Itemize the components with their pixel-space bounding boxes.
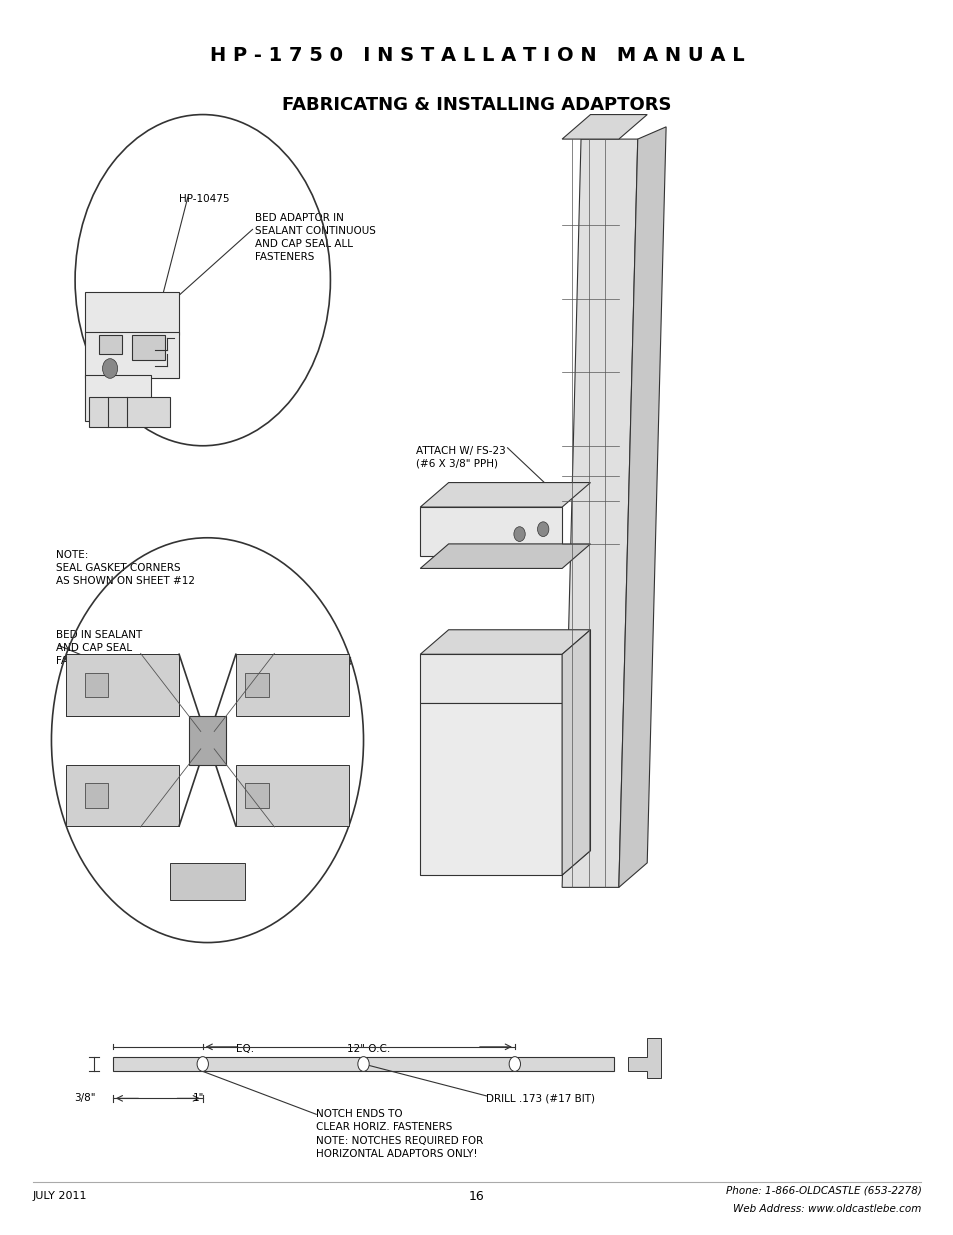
Bar xyxy=(85,374,151,421)
Circle shape xyxy=(197,1057,208,1072)
Text: DRILL .173 (#17 BIT): DRILL .173 (#17 BIT) xyxy=(486,1093,595,1103)
Polygon shape xyxy=(420,543,590,568)
Polygon shape xyxy=(618,127,665,888)
Text: 12" O.C.: 12" O.C. xyxy=(346,1045,390,1055)
Circle shape xyxy=(537,522,548,536)
Bar xyxy=(132,336,165,359)
Bar xyxy=(90,396,170,427)
Circle shape xyxy=(357,1057,369,1072)
Text: BED ADAPTOR IN
SEALANT CONTINUOUS
AND CAP SEAL ALL
FASTENERS: BED ADAPTOR IN SEALANT CONTINUOUS AND CA… xyxy=(254,212,375,262)
Polygon shape xyxy=(420,508,561,556)
Text: BED IN SEALANT
AND CAP SEAL
FASTENERS: BED IN SEALANT AND CAP SEAL FASTENERS xyxy=(56,630,142,666)
Bar xyxy=(245,783,269,808)
Text: HP-10475: HP-10475 xyxy=(462,824,513,834)
Bar xyxy=(85,332,179,378)
Circle shape xyxy=(514,526,525,541)
Polygon shape xyxy=(420,630,590,655)
Bar xyxy=(66,655,179,715)
Text: 3/8": 3/8" xyxy=(73,1093,95,1103)
Text: HP-10475: HP-10475 xyxy=(179,194,230,204)
Text: ATTACH W/ FS-23
(#6 X 3/8" PPH): ATTACH W/ FS-23 (#6 X 3/8" PPH) xyxy=(416,446,505,469)
Polygon shape xyxy=(628,1039,660,1077)
Polygon shape xyxy=(420,655,561,704)
Text: NOTCH ENDS TO
CLEAR HORIZ. FASTENERS: NOTCH ENDS TO CLEAR HORIZ. FASTENERS xyxy=(315,1109,452,1132)
Polygon shape xyxy=(561,140,638,888)
Bar xyxy=(85,783,108,808)
Bar xyxy=(235,764,349,826)
Circle shape xyxy=(509,1057,520,1072)
Text: H P - 1 7 5 0   I N S T A L L A T I O N   M A N U A L: H P - 1 7 5 0 I N S T A L L A T I O N M … xyxy=(210,46,743,65)
Bar xyxy=(245,673,269,698)
Text: FABRICATNG & INSTALLING ADAPTORS: FABRICATNG & INSTALLING ADAPTORS xyxy=(282,96,671,114)
Text: EQ.: EQ. xyxy=(236,1045,254,1055)
Bar xyxy=(189,715,226,764)
Bar xyxy=(66,655,179,715)
Polygon shape xyxy=(420,483,590,508)
Bar xyxy=(98,336,122,353)
Text: 1": 1" xyxy=(193,1093,204,1103)
Bar xyxy=(66,764,179,826)
Bar xyxy=(85,293,179,336)
Bar xyxy=(235,655,349,715)
Bar xyxy=(170,863,245,899)
Polygon shape xyxy=(420,851,590,876)
Circle shape xyxy=(102,358,117,378)
Polygon shape xyxy=(561,115,646,140)
Text: 16: 16 xyxy=(469,1191,484,1203)
Text: HP-10475: HP-10475 xyxy=(302,657,353,667)
Text: Web Address: www.oldcastlebe.com: Web Address: www.oldcastlebe.com xyxy=(732,1204,921,1214)
Text: NOTE:
SEAL GASKET CORNERS
AS SHOWN ON SHEET #12: NOTE: SEAL GASKET CORNERS AS SHOWN ON SH… xyxy=(56,550,195,587)
Text: JULY 2011: JULY 2011 xyxy=(32,1192,87,1202)
Text: NOTE: NOTCHES REQUIRED FOR
HORIZONTAL ADAPTORS ONLY!: NOTE: NOTCHES REQUIRED FOR HORIZONTAL AD… xyxy=(315,1136,483,1158)
Text: SEAL CORNERS
OF ADAPTORS: SEAL CORNERS OF ADAPTORS xyxy=(462,657,542,680)
Bar xyxy=(85,673,108,698)
Bar xyxy=(112,1057,614,1072)
Polygon shape xyxy=(561,630,590,876)
Polygon shape xyxy=(420,704,561,876)
Text: Phone: 1-866-OLDCASTLE (653-2278): Phone: 1-866-OLDCASTLE (653-2278) xyxy=(725,1186,921,1195)
